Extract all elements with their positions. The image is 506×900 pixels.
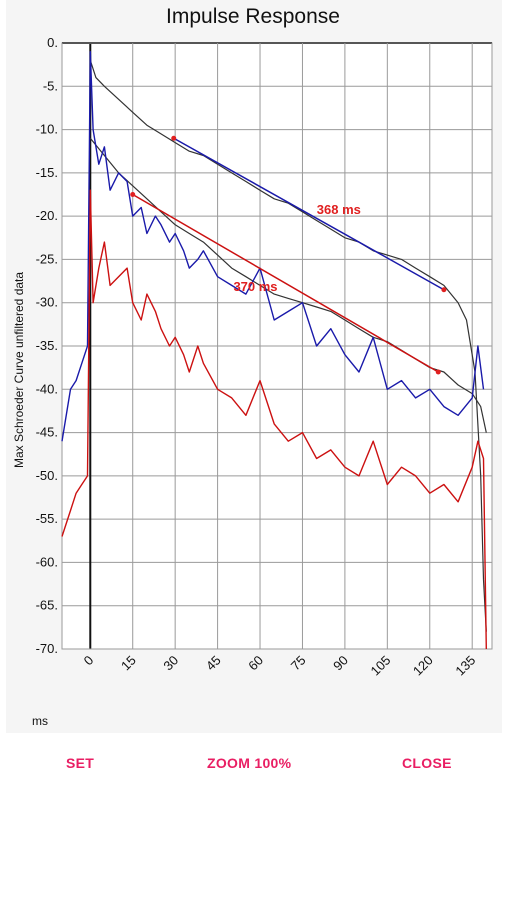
set-button[interactable]: SET bbox=[66, 755, 95, 771]
schroeder-curve-upper bbox=[89, 60, 487, 632]
x-tick-label: 0 bbox=[81, 653, 97, 669]
y-tick-label: -25. bbox=[36, 251, 58, 266]
impulse-response-chart: 0. -5. -10. -15. -20. -25. -30. -35. -40. -45. -50… bbox=[36, 35, 493, 679]
y-tick-label: -45. bbox=[36, 425, 58, 440]
y-axis-label: Max Schroeder Curve unfiltered data bbox=[12, 271, 26, 469]
y-tick-label: -55. bbox=[36, 511, 58, 526]
y-tick-label: -30. bbox=[36, 295, 58, 310]
x-tick-label: 15 bbox=[118, 653, 139, 674]
y-tick-label: -15. bbox=[36, 165, 58, 180]
zoom-100-button[interactable]: ZOOM 100% bbox=[207, 755, 292, 771]
plot-frame bbox=[61, 42, 493, 650]
decay-time-label: 370 ms bbox=[233, 279, 277, 294]
x-tick-label: 60 bbox=[245, 653, 266, 674]
fit-endpoint-marker bbox=[171, 135, 177, 141]
dialog-title: Impulse Response bbox=[166, 5, 340, 28]
red-response-line bbox=[61, 189, 487, 650]
close-button[interactable]: CLOSE bbox=[402, 755, 452, 771]
x-tick-label: 120 bbox=[410, 653, 436, 679]
y-tick-label: -50. bbox=[36, 468, 58, 483]
x-tick-label: 135 bbox=[452, 653, 478, 679]
y-tick-label: -65. bbox=[36, 598, 58, 613]
decay-fit-line bbox=[132, 193, 439, 373]
y-tick-label: -40. bbox=[36, 381, 58, 396]
fit-endpoint-marker bbox=[441, 287, 447, 293]
x-tick-label: 45 bbox=[203, 653, 224, 674]
decay-fit-line bbox=[173, 137, 445, 291]
fit-endpoint-marker bbox=[130, 192, 136, 197]
x-tick-label: 75 bbox=[288, 653, 309, 674]
x-axis-units-label: ms bbox=[32, 714, 48, 728]
y-tick-label: -35. bbox=[36, 338, 58, 353]
y-tick-label: -20. bbox=[36, 208, 58, 223]
y-tick-label: -70. bbox=[36, 641, 58, 656]
y-tick-label: -60. bbox=[36, 554, 58, 569]
blue-response-line bbox=[61, 51, 485, 442]
y-tick-label: -5. bbox=[43, 78, 58, 93]
x-tick-label: 90 bbox=[330, 653, 351, 674]
y-tick-label: -10. bbox=[36, 122, 58, 137]
x-tick-label: 30 bbox=[160, 653, 181, 674]
x-tick-label: 105 bbox=[367, 653, 393, 679]
decay-time-label: 368 ms bbox=[317, 202, 361, 217]
fit-endpoint-marker bbox=[435, 369, 441, 375]
y-tick-label: 0. bbox=[47, 35, 58, 50]
